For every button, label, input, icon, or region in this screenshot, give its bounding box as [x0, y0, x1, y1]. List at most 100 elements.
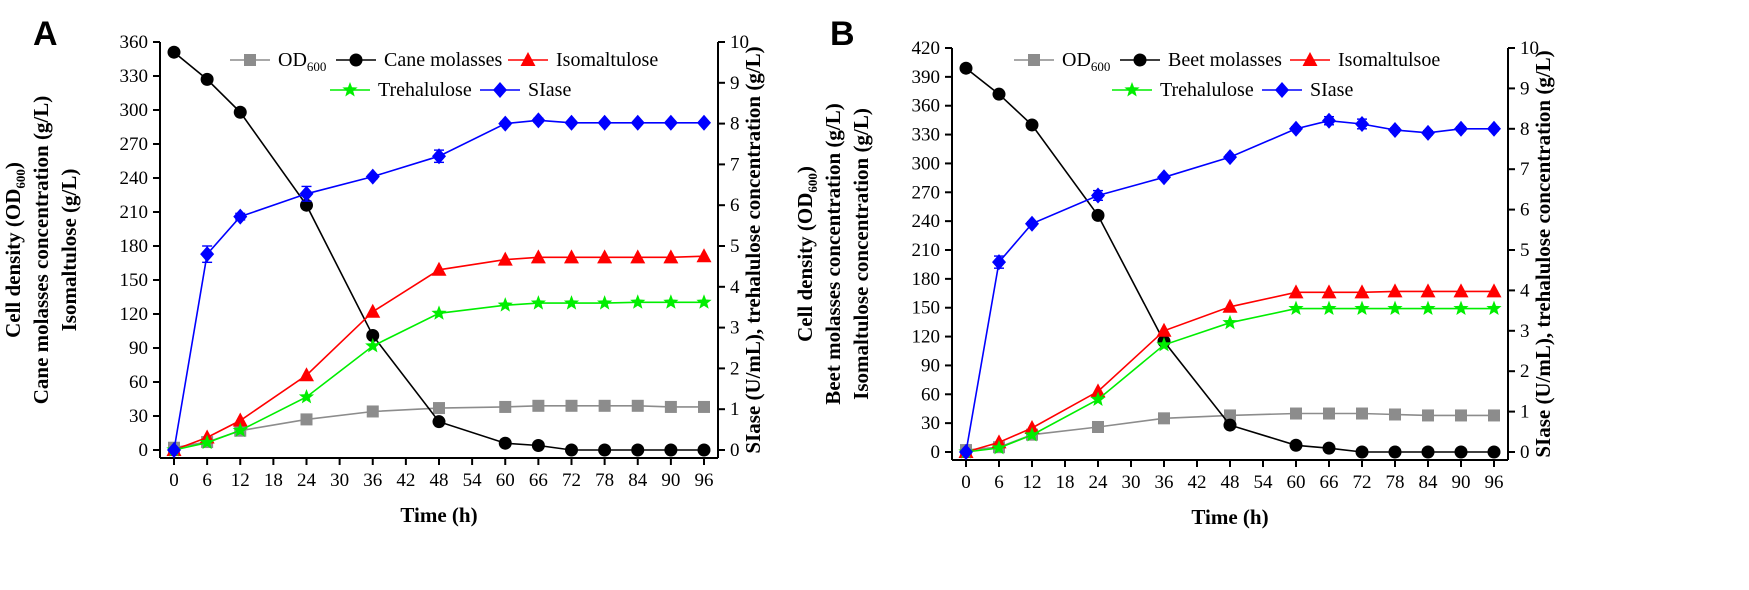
data-point — [1355, 115, 1369, 132]
series-cane-molasses — [167, 45, 711, 457]
data-point — [630, 249, 646, 264]
x-tick-label: 54 — [463, 470, 483, 491]
data-point — [1486, 283, 1502, 298]
data-point — [1355, 445, 1369, 459]
data-point — [1421, 445, 1435, 459]
data-point — [199, 434, 215, 450]
data-point — [1487, 120, 1501, 137]
x-tick-label: 60 — [496, 470, 515, 491]
data-point — [300, 198, 313, 212]
y-left-tick-label: 150 — [120, 270, 149, 291]
data-point — [497, 297, 513, 312]
y-right-tick-label: 10 — [730, 32, 749, 53]
x-tick-label: 30 — [1122, 472, 1141, 493]
data-point — [1454, 445, 1468, 459]
data-point — [992, 87, 1006, 101]
data-point — [598, 443, 612, 457]
y-right-tick-label: 1 — [1520, 402, 1530, 423]
y-right-tick-label: 8 — [1520, 119, 1530, 140]
data-point — [1321, 284, 1337, 299]
x-tick-label: 36 — [1155, 472, 1174, 493]
y-left-title-1: Cell density (OD600) — [793, 166, 820, 342]
data-point — [1389, 408, 1401, 421]
y-left-tick-label: 30 — [129, 406, 148, 427]
legend-label: Beet molasses — [1168, 49, 1282, 71]
y-right-tick-label: 8 — [730, 114, 740, 135]
x-tick-label: 84 — [1419, 472, 1439, 493]
data-point — [431, 261, 447, 276]
data-point — [1290, 407, 1302, 420]
y-left-title-2: Cane molasses concentration (g/L) — [29, 96, 53, 405]
data-point — [631, 399, 644, 412]
y-left-title-3: Isomaltulose (g/L) — [57, 169, 81, 332]
legend-marker — [1133, 53, 1147, 67]
data-point — [1091, 208, 1105, 222]
data-point — [1288, 284, 1304, 299]
series-line — [965, 67, 1494, 453]
legend-item: SIase — [480, 79, 571, 101]
data-point — [1321, 300, 1337, 316]
x-tick-label: 0 — [961, 472, 971, 493]
data-point — [1223, 418, 1237, 432]
data-point — [498, 115, 513, 132]
x-axis-title: Time (h) — [1191, 505, 1268, 529]
legend-item: Beet molasses — [1120, 49, 1282, 71]
data-point — [432, 415, 446, 429]
data-point — [1387, 283, 1403, 298]
x-tick-label: 6 — [994, 472, 1004, 493]
y-right-tick-label: 7 — [1520, 159, 1530, 180]
data-point — [299, 367, 314, 382]
data-point — [696, 294, 712, 309]
x-tick-label: 66 — [529, 470, 548, 491]
data-point — [563, 295, 580, 310]
data-point — [365, 303, 381, 318]
y-left-tick-label: 90 — [921, 355, 940, 376]
data-point — [1354, 284, 1370, 299]
data-point — [631, 443, 645, 457]
data-point — [1322, 441, 1336, 455]
y-left-tick-label: 60 — [921, 384, 940, 405]
data-point — [233, 105, 247, 119]
data-point — [1224, 409, 1236, 422]
y-left-tick-label: 30 — [921, 413, 940, 434]
x-tick-label: 84 — [628, 470, 648, 491]
series-trehalulose — [958, 300, 1502, 459]
data-point — [1322, 112, 1336, 129]
data-point — [697, 443, 711, 457]
data-point — [232, 422, 248, 437]
y-left-tick-label: 240 — [120, 168, 149, 189]
data-point — [167, 45, 181, 59]
data-point — [1090, 383, 1106, 398]
x-axis-title: Time (h) — [400, 503, 477, 527]
data-point — [431, 305, 447, 320]
x-tick-label: 72 — [562, 470, 581, 491]
data-point — [1025, 215, 1039, 232]
panel-label: B — [830, 15, 855, 53]
x-tick-label: 72 — [1353, 472, 1372, 493]
x-tick-label: 18 — [1056, 472, 1075, 493]
y-left-tick-label: 360 — [912, 96, 941, 117]
x-tick-label: 54 — [1254, 472, 1274, 493]
y-left-tick-label: 210 — [120, 202, 149, 223]
data-point — [1422, 409, 1434, 422]
y-right-tick-label: 4 — [730, 277, 740, 298]
data-point — [499, 400, 512, 413]
data-point — [1420, 300, 1436, 316]
data-point — [992, 254, 1006, 271]
data-point — [497, 251, 513, 266]
x-tick-label: 6 — [202, 470, 212, 491]
data-point — [1158, 412, 1170, 425]
y-right-tick-label: 6 — [730, 195, 740, 216]
y-left-tick-label: 240 — [912, 211, 941, 232]
data-point — [1486, 300, 1502, 316]
y-right-tick-label: 0 — [730, 440, 740, 461]
data-point — [365, 168, 380, 185]
y-right-tick-label: 5 — [1520, 240, 1530, 261]
x-tick-label: 12 — [231, 470, 250, 491]
data-point — [1090, 391, 1106, 406]
data-point — [433, 402, 445, 415]
legend-marker — [342, 82, 358, 97]
data-point — [1420, 283, 1436, 298]
data-point — [200, 72, 214, 86]
